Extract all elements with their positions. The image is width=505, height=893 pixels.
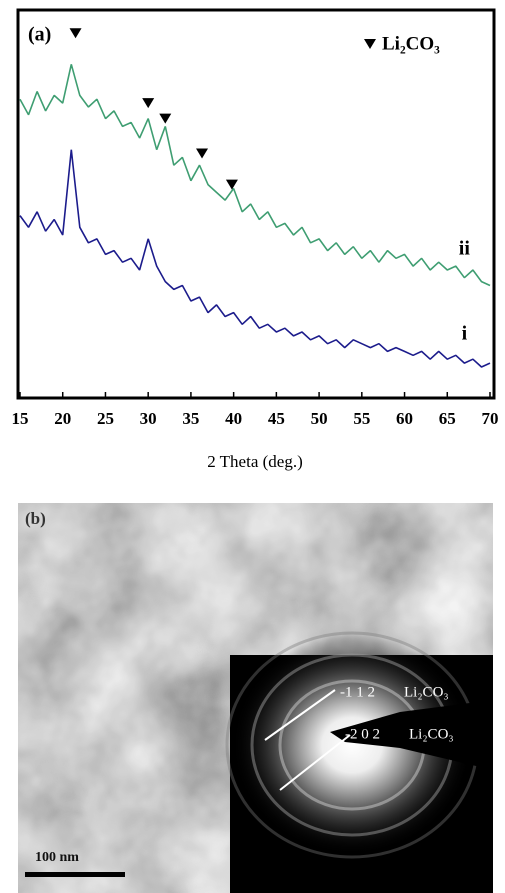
x-tick-label: 20 (54, 409, 71, 428)
x-tick-label: 35 (182, 409, 199, 428)
peak-marker (142, 98, 155, 109)
ring-hkl: -2 0 2 (345, 726, 380, 742)
x-tick-label: 70 (482, 409, 499, 428)
plot-frame (16, 8, 496, 400)
legend-label: Li₂CO₃ (382, 33, 440, 54)
ring-indicator (279, 734, 351, 791)
x-tick-label: 15 (12, 409, 29, 428)
ring-phase: Li₂CO₃ (404, 684, 449, 700)
peak-marker (196, 148, 209, 159)
x-tick-label: 40 (225, 409, 242, 428)
x-tick-label: 50 (311, 409, 328, 428)
panel-label: (b) (25, 509, 46, 528)
x-tick-label: 60 (396, 409, 413, 428)
ring-hkl: -1 1 2 (340, 684, 375, 700)
tem-panel: -1 1 2 Li₂CO₃ -2 0 2 Li₂CO₃ (b) 100 nm (18, 503, 493, 893)
x-tick-label: 65 (439, 409, 456, 428)
x-tick-label: 45 (268, 409, 285, 428)
x-tick-label: 25 (97, 409, 114, 428)
legend-symbol (364, 39, 376, 49)
ring-phase: Li₂CO₃ (409, 726, 454, 742)
series-line (19, 149, 491, 368)
peak-marker (69, 28, 82, 39)
x-tick-label: 30 (140, 409, 157, 428)
scale-bar (25, 872, 125, 877)
x-tick-label: 55 (353, 409, 370, 428)
saed-glow (232, 635, 472, 855)
series-label: i (462, 323, 468, 345)
scale-bar-label: 100 nm (35, 850, 79, 865)
peak-marker (159, 113, 172, 124)
series-line (19, 64, 491, 287)
peak-marker (225, 179, 238, 190)
ring-indicator (264, 689, 336, 741)
beam-stop (330, 700, 493, 770)
x-axis-title: 2 Theta (deg.) (207, 452, 303, 471)
series-label: ii (459, 237, 471, 259)
panel-label: (a) (28, 24, 51, 46)
